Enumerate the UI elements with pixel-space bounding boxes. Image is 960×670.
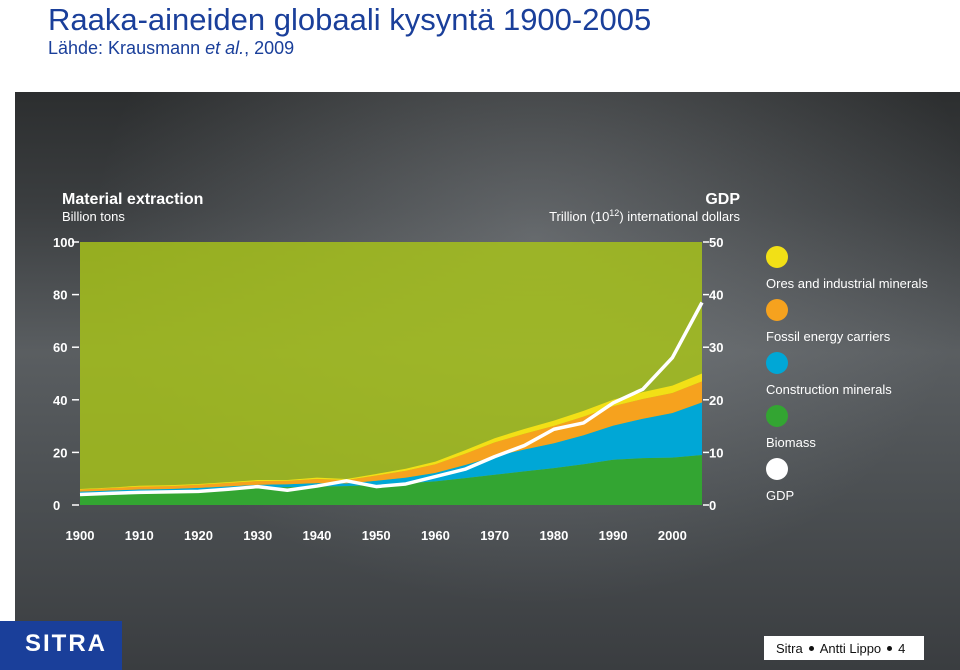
x-tick-label: 1970 [480, 528, 509, 543]
left-axis-title: Material extraction [62, 191, 203, 208]
footer-credit: Sitra Antti Lippo 4 [764, 636, 924, 660]
legend-label: Ores and industrial minerals [766, 276, 928, 291]
right-tick-label: 10 [709, 445, 723, 460]
right-axis-title: GDP [705, 191, 740, 208]
legend-label: Fossil energy carriers [766, 329, 891, 344]
x-tick-label: 1980 [539, 528, 568, 543]
left-tick-label: 100 [53, 235, 75, 250]
right-tick-label: 20 [709, 393, 723, 408]
legend-label: Biomass [766, 435, 816, 450]
area-biomass [80, 455, 702, 505]
page-number: 4 [898, 640, 906, 656]
subtitle-italic: et al. [205, 38, 245, 58]
x-tick-label: 2000 [658, 528, 687, 543]
x-tick-label: 1930 [243, 528, 272, 543]
legend-label: GDP [766, 488, 794, 503]
gdp-series [79, 301, 704, 497]
area-fossil-energy-carriers [80, 381, 702, 492]
footer-brand-bar [0, 621, 122, 670]
left-tick-label: 0 [53, 498, 60, 513]
legend-swatch [766, 458, 788, 480]
separator-dot [808, 645, 814, 651]
sitra-logo: SITRA [25, 630, 107, 657]
left-tick-label: 40 [53, 393, 67, 408]
x-tick-label: 1960 [421, 528, 450, 543]
subtitle-prefix: Lähde: Krausmann [48, 38, 206, 58]
right-tick-label: 40 [709, 288, 723, 303]
right-tick-label: 50 [709, 235, 723, 250]
legend-label: Construction minerals [766, 382, 892, 397]
axis-labels: 0 20 40 60 80 100 0 10 20 30 40 50 1900 1910 1920 1930 1… [53, 191, 740, 543]
right-axis-unit: Trillion (1012) international dollars [549, 208, 740, 224]
chart-legend: Ores and industrial minerals Fossil energ… [766, 246, 928, 503]
area-series [80, 373, 702, 505]
separator-dot [887, 645, 893, 651]
gdp-line [79, 301, 704, 497]
right-tick-label: 0 [709, 498, 716, 513]
x-tick-label: 1950 [362, 528, 391, 543]
x-tick-label: 1990 [599, 528, 628, 543]
left-tick-label: 20 [53, 445, 67, 460]
subtitle-suffix: , 2009 [244, 38, 295, 58]
legend-swatch [766, 352, 788, 374]
credit-name: Antti Lippo [819, 640, 882, 656]
axis-ticks [72, 241, 709, 506]
left-axis-unit: Billion tons [62, 209, 125, 224]
left-tick-label: 80 [53, 288, 67, 303]
x-tick-label: 1940 [302, 528, 331, 543]
area-construction-minerals [80, 402, 702, 494]
x-tick-label: 1900 [66, 528, 95, 543]
legend-swatch [766, 246, 788, 268]
right-tick-label: 30 [709, 340, 723, 355]
x-tick-label: 1910 [125, 528, 154, 543]
legend-swatch [766, 405, 788, 427]
legend-swatch [766, 299, 788, 321]
slide-subtitle: Lähde: Krausmann et al., 2009 [48, 38, 294, 59]
x-tick-label: 1920 [184, 528, 213, 543]
left-tick-label: 60 [53, 340, 67, 355]
credit-org: Sitra [776, 640, 803, 656]
slide-title: Raaka-aineiden globaali kysyntä 1900-200… [48, 2, 652, 37]
